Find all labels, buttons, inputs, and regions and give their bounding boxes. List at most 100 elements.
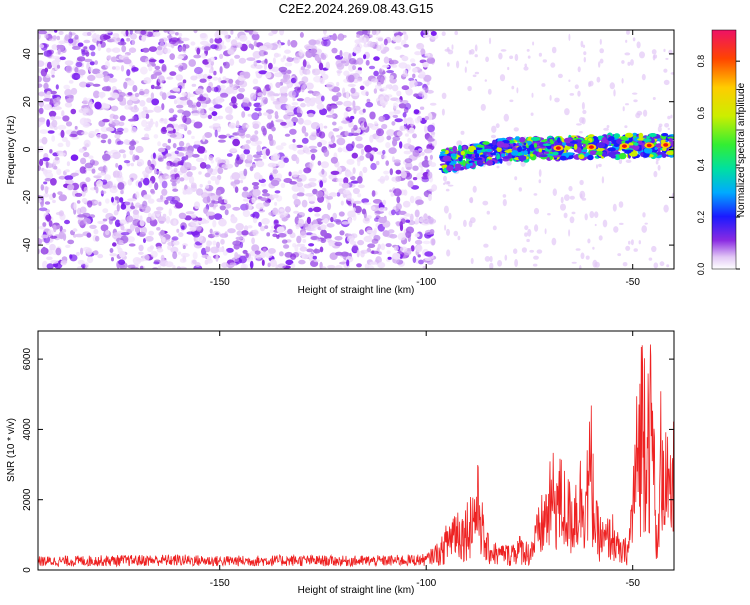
heatmap-noise-blob xyxy=(212,115,218,122)
heatmap-noise-blob xyxy=(350,115,355,120)
heatmap-noise-blob xyxy=(412,73,416,79)
heatmap-noise-blob xyxy=(43,82,49,90)
heatmap-noise-blob xyxy=(280,78,288,83)
heatmap-noise-blob xyxy=(391,209,396,216)
heatmap-noise-blob xyxy=(365,101,374,108)
heatmap-noise-blob xyxy=(165,175,172,179)
heatmap-noise-blob xyxy=(62,228,67,233)
heatmap-noise-blob xyxy=(270,120,274,128)
heatmap-noise-blob xyxy=(404,213,411,217)
heatmap-noise-blob xyxy=(391,121,396,126)
heatmap-noise-blob xyxy=(191,135,195,140)
heatmap-noise-blob xyxy=(97,253,104,259)
heatmap-noise-blob xyxy=(330,170,340,175)
heatmap-noise-blob xyxy=(403,117,408,125)
heatmap-noise-blob xyxy=(219,53,224,60)
heatmap-noise-blob xyxy=(231,172,241,181)
heatmap-noise-blob xyxy=(83,186,89,194)
heatmap-noise-blob xyxy=(285,259,294,266)
heatmap-noise-blob xyxy=(159,91,164,97)
heatmap-noise-blob xyxy=(155,120,159,128)
heatmap-noise-blob xyxy=(430,31,437,36)
heatmap-noise-blob xyxy=(261,218,270,225)
heatmap-sparse-blob xyxy=(580,40,584,48)
heatmap-noise-blob xyxy=(229,262,237,267)
heatmap-noise-blob xyxy=(44,169,53,174)
heatmap-sparse-blob xyxy=(670,72,674,75)
heatmap-noise-blob xyxy=(213,213,223,220)
heatmap-noise-blob xyxy=(270,179,280,187)
heatmap-noise-blob xyxy=(310,48,318,54)
heatmap-noise-blob xyxy=(82,151,90,158)
heatmap-noise-blob xyxy=(116,37,121,42)
heatmap-noise-blob xyxy=(420,166,424,175)
heatmap-noise-blob xyxy=(184,188,193,195)
heatmap-noise-blob xyxy=(148,46,158,52)
heatmap-sparse-blob xyxy=(557,73,563,79)
heatmap-noise-blob xyxy=(177,123,187,130)
heatmap-noise-blob xyxy=(46,256,53,261)
heatmap-sparse-blob xyxy=(641,73,646,81)
snr-y-tick-label: 0 xyxy=(22,567,33,573)
heatmap-noise-blob xyxy=(173,99,178,105)
heatmap-noise-blob xyxy=(291,171,299,178)
heatmap-noise-blob xyxy=(77,214,86,218)
heatmap-noise-blob xyxy=(138,244,144,252)
heatmap-signal-blob xyxy=(486,149,492,152)
heatmap-noise-blob xyxy=(230,30,234,35)
heatmap-noise-blob xyxy=(299,246,308,252)
heatmap-noise-blob xyxy=(137,112,143,120)
heatmap-noise-blob xyxy=(154,182,159,191)
heatmap-signal-blob xyxy=(666,150,674,155)
heatmap-noise-blob xyxy=(359,155,365,161)
heatmap-noise-blob xyxy=(409,127,415,133)
heatmap-noise-blob xyxy=(400,171,407,179)
heatmap-sparse-blob xyxy=(497,260,503,267)
heatmap-noise-blob xyxy=(123,160,131,164)
heatmap-noise-blob xyxy=(206,255,212,262)
heatmap-noise-blob xyxy=(277,160,286,169)
heatmap-sparse-blob xyxy=(464,66,467,73)
heatmap-noise-blob xyxy=(166,35,173,39)
heatmap-noise-blob xyxy=(295,224,300,230)
heatmap-noise-blob xyxy=(127,92,133,96)
heatmap-noise-blob xyxy=(251,112,260,121)
heatmap-noise-blob xyxy=(371,190,376,197)
heatmap-sparse-blob xyxy=(509,99,514,103)
heatmap-noise-blob xyxy=(412,133,417,139)
heatmap-noise-blob xyxy=(309,134,317,141)
heatmap-noise-blob xyxy=(153,86,162,90)
heatmap-noise-blob xyxy=(281,239,288,244)
heatmap-noise-blob xyxy=(153,210,162,215)
heatmap-signal-blob xyxy=(458,157,463,160)
heatmap-noise-blob xyxy=(190,213,197,218)
heatmap-signal-blob xyxy=(613,143,620,147)
heatmap-noise-blob xyxy=(316,103,325,110)
heatmap-noise-blob xyxy=(61,110,65,117)
heatmap-peak-core xyxy=(663,143,669,147)
heatmap-noise-blob xyxy=(178,266,187,269)
heatmap-noise-blob xyxy=(400,125,406,131)
heatmap-noise-blob xyxy=(348,121,354,128)
heatmap-noise-blob xyxy=(296,177,303,182)
heatmap-noise-blob xyxy=(48,122,56,129)
heatmap-noise-blob xyxy=(241,111,246,118)
heatmap-noise-blob xyxy=(352,207,356,213)
heatmap-signal-blob xyxy=(460,150,465,156)
heatmap-noise-blob xyxy=(352,244,359,253)
heatmap-noise-blob xyxy=(234,160,240,168)
heatmap-noise-blob xyxy=(76,200,81,204)
heatmap-noise-blob xyxy=(193,54,202,59)
heatmap-noise-blob xyxy=(254,64,263,70)
heatmap-noise-blob xyxy=(111,196,114,203)
heatmap-noise-blob xyxy=(338,211,345,217)
heatmap-noise-blob xyxy=(421,177,430,183)
heatmap-noise-blob xyxy=(214,129,218,138)
heatmap-noise-blob xyxy=(260,183,267,187)
heatmap-noise-blob xyxy=(160,127,168,135)
heatmap-noise-blob xyxy=(303,167,312,174)
heatmap-noise-blob xyxy=(319,108,328,116)
heatmap-noise-blob xyxy=(91,34,98,39)
heatmap-noise-blob xyxy=(262,155,267,160)
heatmap-noise-blob xyxy=(336,81,340,87)
